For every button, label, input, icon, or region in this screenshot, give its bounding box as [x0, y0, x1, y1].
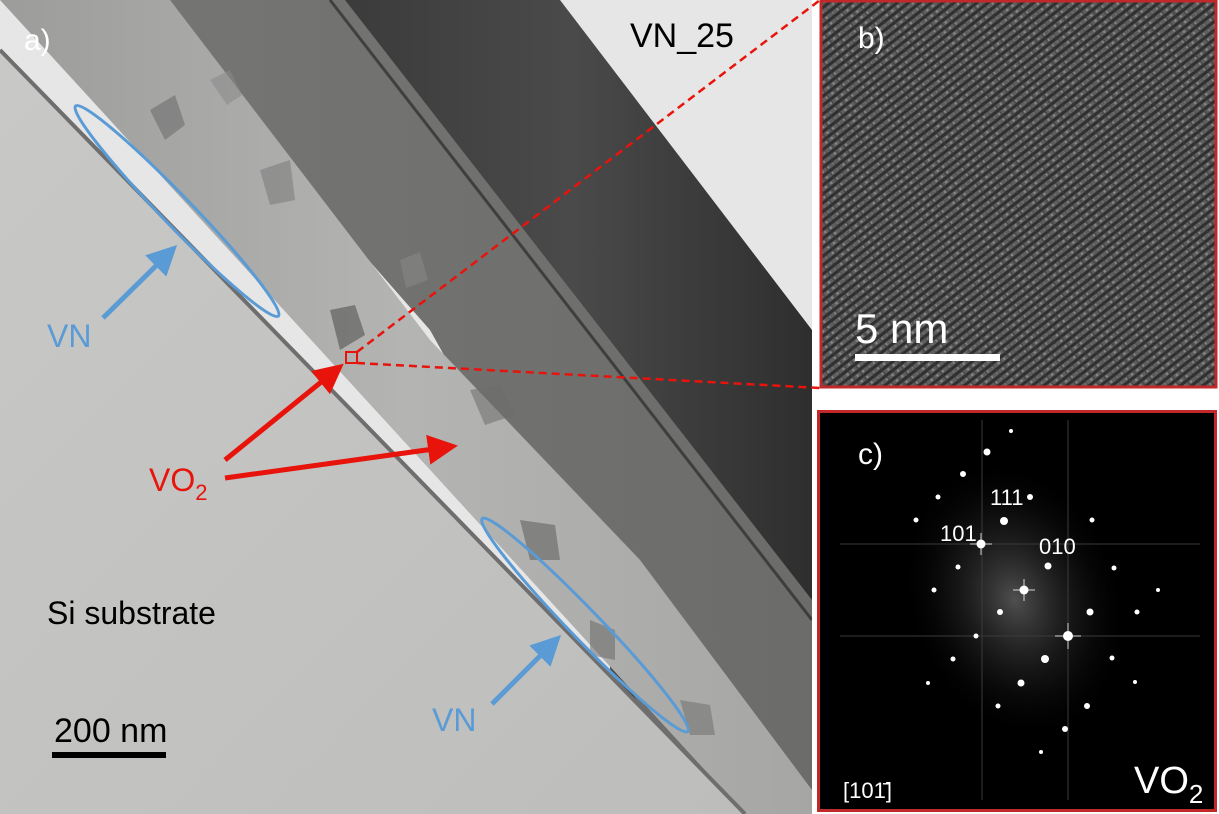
panel-a-micrograph: [0, 0, 812, 814]
vo2-label-main: VO: [149, 462, 195, 498]
panel-c-label: c): [858, 438, 883, 471]
vo2-arrow-2: [224, 434, 458, 481]
vn-arrow-upper: [101, 244, 178, 320]
vn-label-upper: VN: [47, 318, 91, 354]
vn-label-lower: VN: [432, 702, 476, 738]
scale-bar-b: [855, 354, 1000, 361]
index-010: 010: [1039, 534, 1076, 559]
phase-label: VO2: [1134, 760, 1203, 809]
scale-bar-a-label: 200 nm: [54, 712, 167, 750]
substrate-label: Si substrate: [47, 595, 216, 631]
vn-region-upper: [73, 103, 281, 319]
phase-label-main: VO: [1134, 760, 1189, 802]
panel-c-fft: [817, 410, 1217, 812]
zone-axis: [101̄]: [843, 778, 892, 803]
vn-arrow-lower: [490, 634, 562, 706]
vo2-label: VO2: [149, 462, 207, 505]
hrtem-region-box: [345, 351, 358, 364]
phase-label-sub: 2: [1189, 779, 1203, 809]
vo2-arrow-1: [223, 363, 344, 462]
diffraction-spots: [913, 429, 1160, 754]
sample-name: VN_25: [630, 17, 734, 55]
index-101: 101: [940, 521, 977, 546]
vn-region-lower: [480, 516, 690, 734]
scale-bar-b-label: 5 nm: [855, 305, 948, 352]
panel-b-label: b): [858, 22, 885, 55]
vo2-label-sub: 2: [195, 480, 207, 505]
panel-b-hrtem: [819, 0, 1218, 389]
panel-a-label: a): [24, 24, 51, 57]
scale-bar-a: [52, 752, 166, 758]
zoom-connector-top: [356, 0, 821, 353]
index-111: 111: [990, 485, 1023, 510]
